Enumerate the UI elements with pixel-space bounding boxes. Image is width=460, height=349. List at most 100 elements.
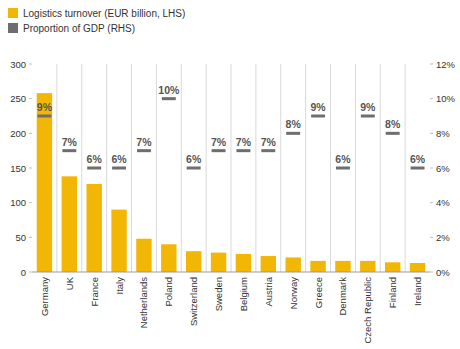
y2-tick-label: 6% bbox=[436, 163, 450, 174]
dash-marker bbox=[286, 132, 300, 135]
category-separator bbox=[305, 64, 306, 272]
y-tick bbox=[29, 64, 32, 65]
dash-marker bbox=[336, 167, 350, 170]
chart-container: 0501001502002503000%2%4%6%8%10%12%9%7%6%… bbox=[0, 0, 460, 349]
y-tick-label: 100 bbox=[10, 197, 26, 208]
x-tick-label: Ireland bbox=[412, 277, 423, 306]
dash-marker bbox=[311, 115, 325, 118]
y2-tick bbox=[430, 98, 433, 99]
x-tick-label: France bbox=[89, 277, 100, 307]
category-separator bbox=[355, 64, 356, 272]
data-label: 6% bbox=[186, 153, 202, 165]
category-separator bbox=[106, 64, 107, 272]
category-separator bbox=[405, 64, 406, 272]
x-tick-label: Greece bbox=[313, 277, 324, 308]
x-tick-label: Sweden bbox=[213, 277, 224, 311]
x-tick-label: Czech Republic bbox=[362, 277, 373, 344]
data-label: 6% bbox=[87, 153, 103, 165]
category-separator bbox=[330, 64, 331, 272]
bar bbox=[111, 210, 126, 272]
y-tick-label: 200 bbox=[10, 128, 26, 139]
dash-marker bbox=[62, 149, 76, 152]
x-tick-label: Austria bbox=[263, 276, 274, 306]
category-separator bbox=[255, 64, 256, 272]
chart-svg: 0501001502002503000%2%4%6%8%10%12%9%7%6%… bbox=[0, 0, 460, 349]
x-tick-label: Italy bbox=[114, 277, 125, 295]
data-label: 9% bbox=[360, 101, 376, 113]
legend-label: Logistics turnover (EUR billion, LHS) bbox=[23, 8, 185, 19]
y-tick bbox=[29, 202, 32, 203]
y-tick-label: 150 bbox=[10, 163, 26, 174]
y-tick-label: 50 bbox=[15, 232, 26, 243]
y2-tick bbox=[430, 202, 433, 203]
data-label: 6% bbox=[335, 153, 351, 165]
category-separator bbox=[131, 64, 132, 272]
bar bbox=[86, 184, 101, 272]
data-label: 9% bbox=[310, 101, 326, 113]
x-tick-label: UK bbox=[64, 276, 75, 290]
y2-tick-label: 0% bbox=[436, 267, 450, 278]
bar bbox=[211, 253, 226, 272]
y2-tick bbox=[430, 237, 433, 238]
bar bbox=[37, 93, 52, 272]
bar bbox=[285, 257, 300, 272]
y-tick-label: 0 bbox=[21, 267, 26, 278]
bar bbox=[186, 251, 201, 272]
y2-tick-label: 12% bbox=[436, 59, 456, 70]
bar bbox=[360, 261, 375, 272]
bar bbox=[385, 262, 400, 272]
dash-marker bbox=[37, 115, 51, 118]
bar bbox=[161, 244, 176, 272]
category-separator bbox=[380, 64, 381, 272]
data-label: 7% bbox=[236, 136, 252, 148]
legend-swatch bbox=[8, 8, 18, 18]
x-tick-label: Poland bbox=[163, 277, 174, 307]
y-tick bbox=[29, 168, 32, 169]
y-tick bbox=[29, 133, 32, 134]
dash-marker bbox=[386, 132, 400, 135]
x-tick-label: Denmark bbox=[337, 277, 348, 316]
y2-tick bbox=[430, 133, 433, 134]
x-tick-label: Germany bbox=[39, 277, 50, 316]
data-label: 10% bbox=[158, 84, 180, 96]
dash-marker bbox=[187, 167, 201, 170]
dash-marker bbox=[162, 97, 176, 100]
data-label: 7% bbox=[211, 136, 227, 148]
y-tick-label: 250 bbox=[10, 93, 26, 104]
y-tick bbox=[29, 272, 32, 273]
data-label: 7% bbox=[62, 136, 78, 148]
x-axis-line bbox=[32, 272, 430, 273]
dash-marker bbox=[137, 149, 151, 152]
bar bbox=[236, 254, 251, 272]
data-label: 6% bbox=[410, 153, 426, 165]
plot-marks bbox=[37, 93, 426, 272]
data-label: 8% bbox=[286, 118, 302, 130]
data-label: 7% bbox=[136, 136, 152, 148]
dash-marker bbox=[112, 167, 126, 170]
bar bbox=[310, 261, 325, 272]
y-tick bbox=[29, 98, 32, 99]
x-tick-label: Netherlands bbox=[138, 277, 149, 328]
data-label: 8% bbox=[385, 118, 401, 130]
data-labels: 9%7%6%6%7%10%6%7%7%7%8%9%6%9%8%6% bbox=[37, 84, 426, 165]
y2-tick bbox=[430, 168, 433, 169]
category-separator bbox=[231, 64, 232, 272]
y2-tick bbox=[430, 272, 433, 273]
bar bbox=[62, 176, 77, 272]
dash-marker bbox=[212, 149, 226, 152]
category-separator bbox=[280, 64, 281, 272]
category-separator bbox=[156, 64, 157, 272]
legend-swatch bbox=[8, 23, 18, 33]
x-tick-label: Belgium bbox=[238, 277, 249, 311]
y2-tick-label: 8% bbox=[436, 128, 450, 139]
category-separator bbox=[56, 64, 57, 272]
y2-tick-label: 10% bbox=[436, 93, 456, 104]
dash-marker bbox=[87, 167, 101, 170]
bar bbox=[261, 256, 276, 272]
category-separator bbox=[181, 64, 182, 272]
bar bbox=[335, 261, 350, 272]
category-separator bbox=[206, 64, 207, 272]
dash-marker bbox=[411, 167, 425, 170]
bar bbox=[136, 239, 151, 272]
data-label: 9% bbox=[37, 101, 53, 113]
